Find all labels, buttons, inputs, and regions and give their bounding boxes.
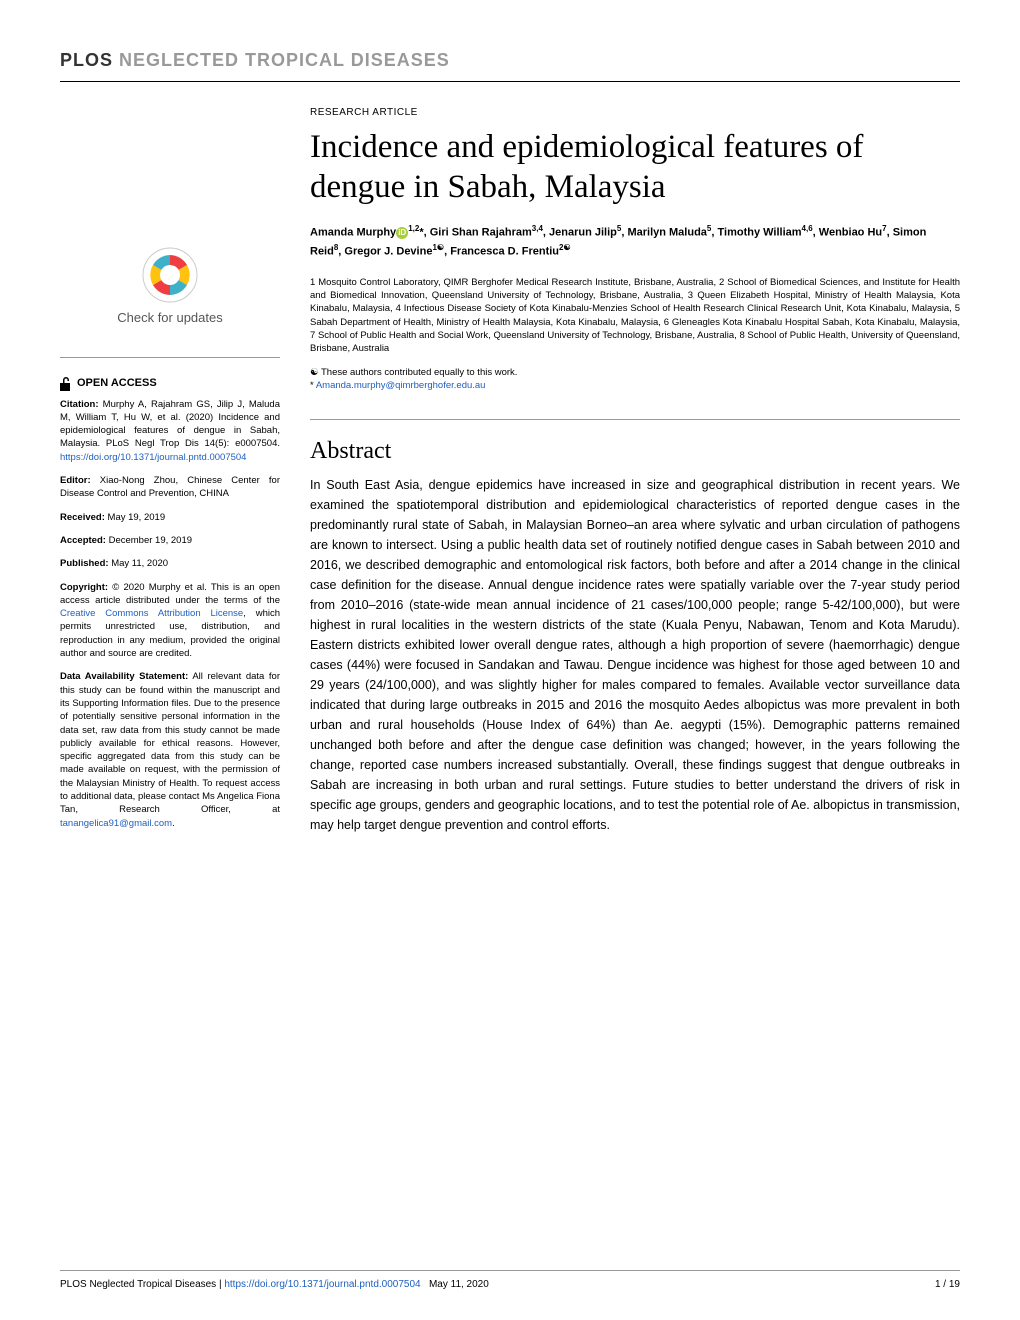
citation-label: Citation:: [60, 399, 99, 410]
copyright-block: Copyright: © 2020 Murphy et al. This is …: [60, 581, 280, 661]
footer-page-number: 1 / 19: [935, 1279, 960, 1290]
equal-contrib-note: ☯ These authors contributed equally to t…: [310, 367, 960, 378]
article-type: RESEARCH ARTICLE: [310, 107, 960, 118]
open-access-text: OPEN ACCESS: [77, 376, 157, 391]
footer-date: May 11, 2020: [429, 1279, 489, 1290]
page-footer: PLOS Neglected Tropical Diseases | https…: [60, 1270, 960, 1290]
article-title: Incidence and epidemiological features o…: [310, 128, 960, 207]
accepted-text: December 19, 2019: [109, 535, 192, 546]
footer-doi-link[interactable]: https://doi.org/10.1371/journal.pntd.000…: [224, 1279, 420, 1290]
footer-journal: PLOS Neglected Tropical Diseases |: [60, 1279, 224, 1290]
corresp-prefix: *: [310, 380, 316, 391]
affiliations: 1 Mosquito Control Laboratory, QIMR Berg…: [310, 276, 960, 356]
author-list: Amanda MurphyiD1,2*, Giri Shan Rajahram3…: [310, 223, 960, 262]
cc-license-link[interactable]: Creative Commons Attribution License: [60, 608, 243, 619]
data-text: All relevant data for this study can be …: [60, 671, 280, 815]
abstract-text: In South East Asia, dengue epidemics hav…: [310, 475, 960, 835]
journal-name: NEGLECTED TROPICAL DISEASES: [119, 50, 450, 70]
citation-block: Citation: Murphy A, Rajahram GS, Jilip J…: [60, 398, 280, 464]
citation-doi-link[interactable]: https://doi.org/10.1371/journal.pntd.000…: [60, 452, 246, 463]
editor-label: Editor:: [60, 475, 91, 486]
crossmark-icon: [142, 247, 198, 303]
section-divider: [310, 419, 960, 420]
editor-text: Xiao-Nong Zhou, Chinese Center for Disea…: [60, 475, 280, 499]
published-text: May 11, 2020: [111, 558, 168, 569]
received-label: Received:: [60, 512, 105, 523]
accepted-label: Accepted:: [60, 535, 106, 546]
editor-block: Editor: Xiao-Nong Zhou, Chinese Center f…: [60, 474, 280, 501]
sidebar: Check for updates OPEN ACCESS Citation: …: [60, 107, 280, 840]
received-text: May 19, 2019: [108, 512, 166, 523]
journal-brand: PLOS: [60, 50, 113, 70]
correspondence: * Amanda.murphy@qimrberghofer.edu.au: [310, 380, 960, 391]
journal-header: PLOS NEGLECTED TROPICAL DISEASES: [60, 50, 960, 82]
abstract-heading: Abstract: [310, 438, 960, 465]
check-updates-widget[interactable]: Check for updates: [60, 247, 280, 327]
open-access-badge: OPEN ACCESS: [60, 376, 280, 391]
footer-left: PLOS Neglected Tropical Diseases | https…: [60, 1279, 489, 1290]
lock-open-icon: [60, 377, 72, 391]
data-contact-email[interactable]: tanangelica91@gmail.com: [60, 818, 172, 829]
accepted-block: Accepted: December 19, 2019: [60, 534, 280, 547]
published-block: Published: May 11, 2020: [60, 557, 280, 570]
received-block: Received: May 19, 2019: [60, 511, 280, 524]
copyright-label: Copyright:: [60, 582, 108, 593]
corresp-email-link[interactable]: Amanda.murphy@qimrberghofer.edu.au: [316, 380, 486, 391]
data-availability-block: Data Availability Statement: All relevan…: [60, 670, 280, 830]
data-label: Data Availability Statement:: [60, 671, 188, 682]
sidebar-divider: [60, 357, 280, 358]
main-column: RESEARCH ARTICLE Incidence and epidemiol…: [310, 107, 960, 840]
check-updates-label: Check for updates: [60, 309, 280, 327]
published-label: Published:: [60, 558, 109, 569]
